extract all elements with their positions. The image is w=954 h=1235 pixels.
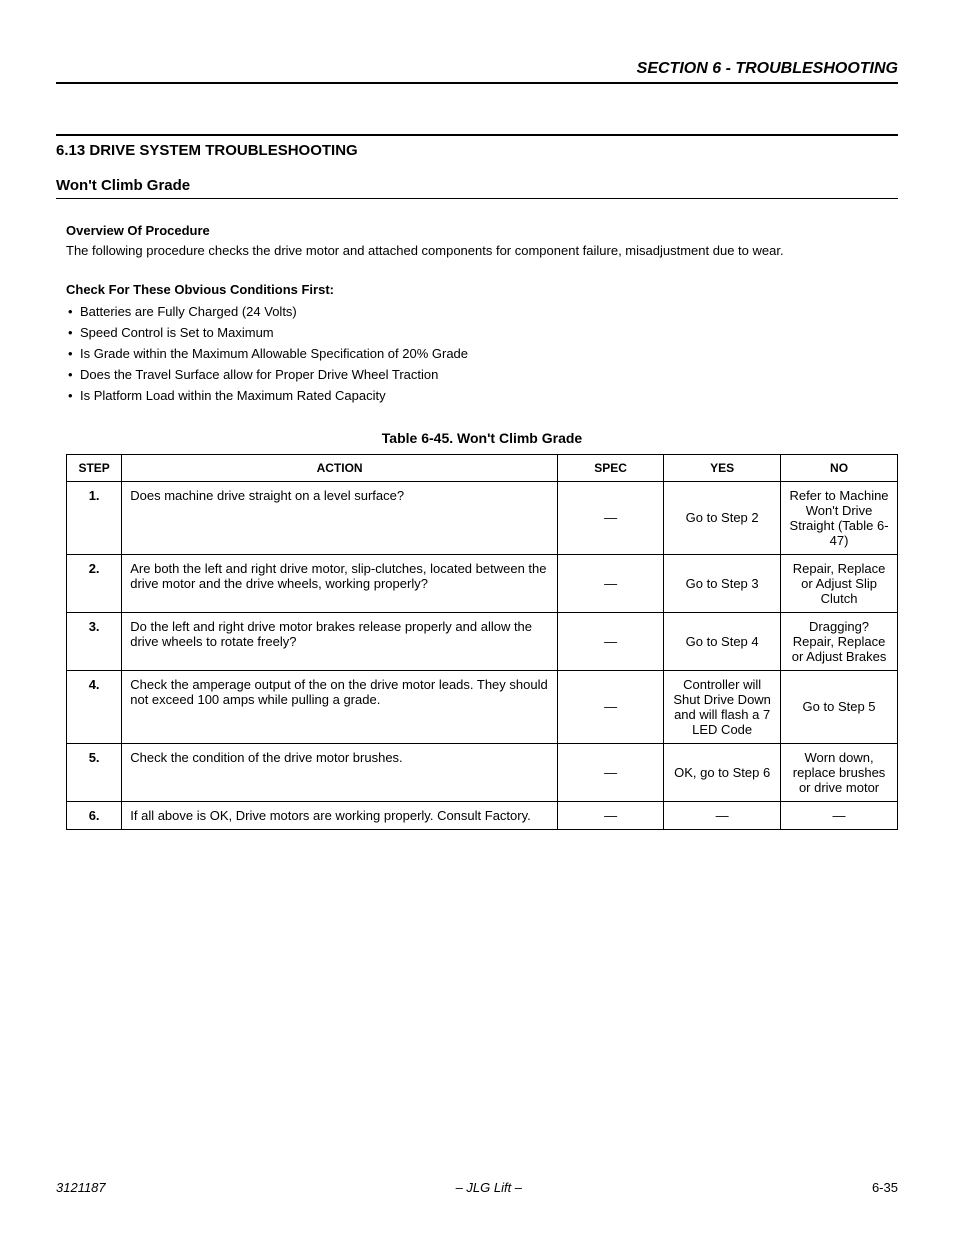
table-caption: Table 6-45. Won't Climb Grade: [66, 430, 898, 446]
table-cell: Go to Step 2: [664, 481, 781, 554]
troubleshooting-table: STEPACTIONSPECYESNO 1.Does machine drive…: [66, 454, 898, 830]
table-cell: —: [557, 670, 663, 743]
table-cell: 5.: [67, 743, 122, 801]
table-cell: Check the condition of the drive motor b…: [122, 743, 558, 801]
table-row: 4.Check the amperage output of the on th…: [67, 670, 898, 743]
footer-docnum: 3121187: [56, 1180, 106, 1195]
table-header-cell: NO: [781, 454, 898, 481]
table-cell: 4.: [67, 670, 122, 743]
table-cell: —: [557, 743, 663, 801]
checklist-heading: Check For These Obvious Conditions First…: [66, 282, 898, 297]
table-cell: 3.: [67, 612, 122, 670]
table-cell: —: [664, 801, 781, 829]
table-cell: Go to Step 3: [664, 554, 781, 612]
table-cell: Refer to Machine Won't Drive Straight (T…: [781, 481, 898, 554]
page-footer: 3121187 – JLG Lift – 6-35: [56, 1180, 898, 1195]
page-header: SECTION 6 - TROUBLESHOOTING: [56, 60, 898, 78]
table-cell: Dragging? Repair, Replace or Adjust Brak…: [781, 612, 898, 670]
table-header-cell: ACTION: [122, 454, 558, 481]
table-cell: If all above is OK, Drive motors are wor…: [122, 801, 558, 829]
table-row: 3.Do the left and right drive motor brak…: [67, 612, 898, 670]
section-heading: 6.13 DRIVE SYSTEM TROUBLESHOOTING: [56, 134, 898, 159]
checklist-item: Speed Control is Set to Maximum: [66, 322, 898, 343]
table-cell: —: [557, 801, 663, 829]
sub-heading: Won't Climb Grade: [56, 177, 898, 199]
table-cell: Worn down, replace brushes or drive moto…: [781, 743, 898, 801]
overview-text: The following procedure checks the drive…: [66, 242, 898, 260]
table-cell: 6.: [67, 801, 122, 829]
footer-brand: – JLG Lift –: [456, 1180, 522, 1195]
table-row: 6.If all above is OK, Drive motors are w…: [67, 801, 898, 829]
checklist-item: Batteries are Fully Charged (24 Volts): [66, 301, 898, 322]
table-row: 2.Are both the left and right drive moto…: [67, 554, 898, 612]
table-cell: Repair, Replace or Adjust Slip Clutch: [781, 554, 898, 612]
table-cell: —: [557, 612, 663, 670]
checklist-item: Is Platform Load within the Maximum Rate…: [66, 385, 898, 406]
table-cell: Are both the left and right drive motor,…: [122, 554, 558, 612]
table-cell: OK, go to Step 6: [664, 743, 781, 801]
table-header-cell: SPEC: [557, 454, 663, 481]
table-cell: 2.: [67, 554, 122, 612]
table-cell: Check the amperage output of the on the …: [122, 670, 558, 743]
table-cell: Go to Step 5: [781, 670, 898, 743]
checklist-item: Does the Travel Surface allow for Proper…: [66, 364, 898, 385]
table-header-cell: STEP: [67, 454, 122, 481]
table-cell: —: [557, 554, 663, 612]
table-cell: —: [557, 481, 663, 554]
checklist: Batteries are Fully Charged (24 Volts)Sp…: [66, 301, 898, 406]
table-cell: —: [781, 801, 898, 829]
table-cell: Go to Step 4: [664, 612, 781, 670]
table-cell: Does machine drive straight on a level s…: [122, 481, 558, 554]
footer-pagenum: 6-35: [872, 1180, 898, 1195]
table-cell: 1.: [67, 481, 122, 554]
checklist-item: Is Grade within the Maximum Allowable Sp…: [66, 343, 898, 364]
table-header-cell: YES: [664, 454, 781, 481]
table-row: 1.Does machine drive straight on a level…: [67, 481, 898, 554]
table-cell: Do the left and right drive motor brakes…: [122, 612, 558, 670]
overview-heading: Overview Of Procedure: [66, 223, 898, 238]
table-cell: Controller will Shut Drive Down and will…: [664, 670, 781, 743]
table-row: 5.Check the condition of the drive motor…: [67, 743, 898, 801]
